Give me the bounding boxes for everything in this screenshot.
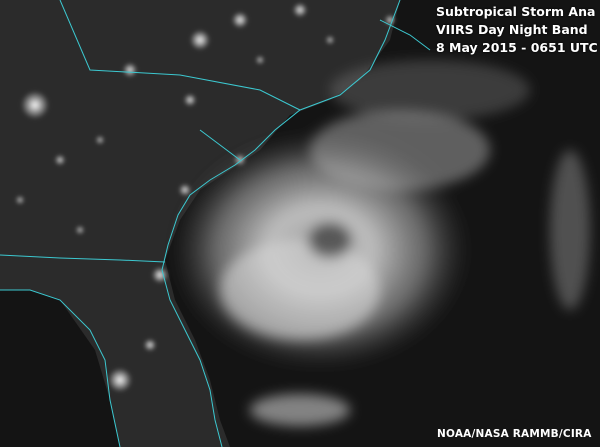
- storm-clouds: [170, 60, 590, 426]
- image-credit: NOAA/NASA RAMMB/CIRA: [437, 428, 592, 440]
- coastline-overlay: [0, 0, 431, 447]
- title-storm-name: Subtropical Storm Ana: [436, 4, 596, 19]
- image-title: Subtropical Storm Ana VIIRS Day Night Ba…: [436, 3, 598, 57]
- land-mass: [0, 0, 400, 447]
- title-sensor: VIIRS Day Night Band: [436, 22, 588, 37]
- title-datetime: 8 May 2015 - 0651 UTC: [436, 40, 598, 55]
